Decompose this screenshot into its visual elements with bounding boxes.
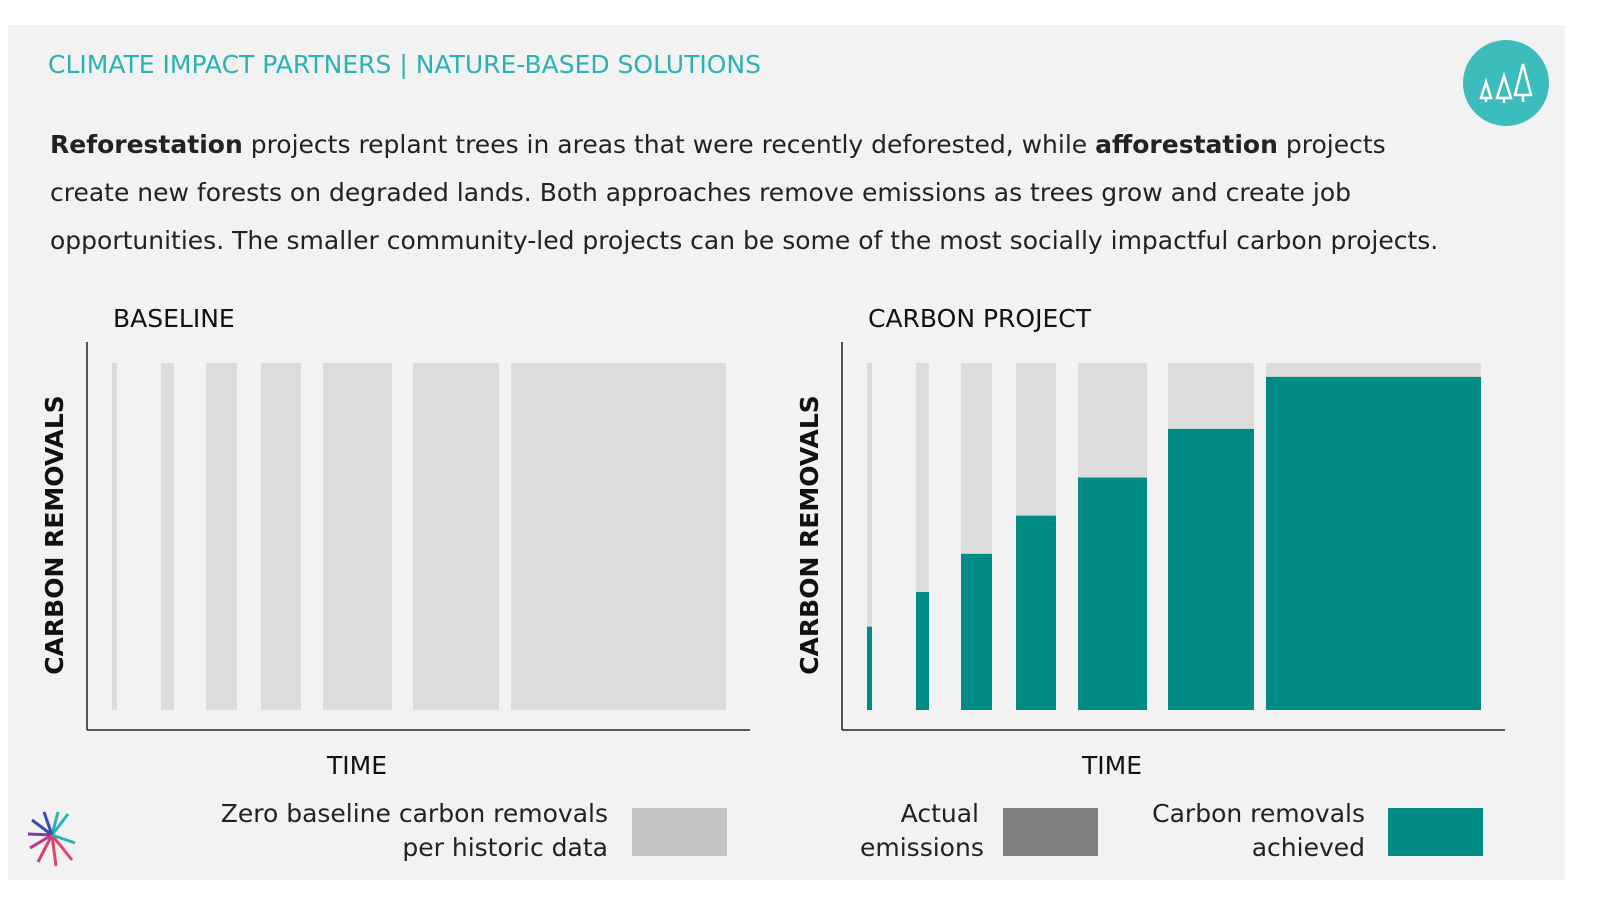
chart-title: BASELINE [113,304,235,333]
legend-label: Carbon removals achieved [1152,799,1365,862]
tree-icon [1463,40,1549,126]
bar-background [161,363,174,710]
bar [867,626,872,710]
bar-background [867,363,872,710]
bold-term: afforestation [1095,130,1278,159]
y-axis-label: CARBON REMOVALS [795,395,824,675]
brand-logo [27,811,76,867]
legend-label: Actual emissions [860,799,984,862]
text: projects create new forests on degraded … [50,130,1439,255]
x-axis-label: TIME [326,751,387,780]
header-title: CLIMATE IMPACT PARTNERS | NATURE-BASED S… [48,50,761,79]
bar-background [112,363,117,710]
y-axis-label: CARBON REMOVALS [40,395,69,675]
bar-background [511,363,726,710]
bar [1168,428,1254,710]
legend-swatch [1003,808,1098,856]
legend-swatch [632,808,727,856]
x-axis-label: TIME [1081,751,1142,780]
bar [1266,376,1481,710]
legend-swatch [1388,808,1483,856]
bar [961,553,992,710]
chart-title: CARBON PROJECT [868,304,1092,333]
bar-background [206,363,237,710]
bar [1016,515,1056,710]
text: projects replant trees in areas that wer… [250,130,1088,159]
bar [916,592,929,710]
bar-background [323,363,392,710]
bar-background [261,363,301,710]
bar [1078,477,1147,710]
bar-background [413,363,499,710]
intro-text: Reforestation projects replant trees in … [50,121,1470,265]
bold-term: Reforestation [50,130,243,159]
legend-label: Zero baseline carbon removals per histor… [220,799,608,862]
